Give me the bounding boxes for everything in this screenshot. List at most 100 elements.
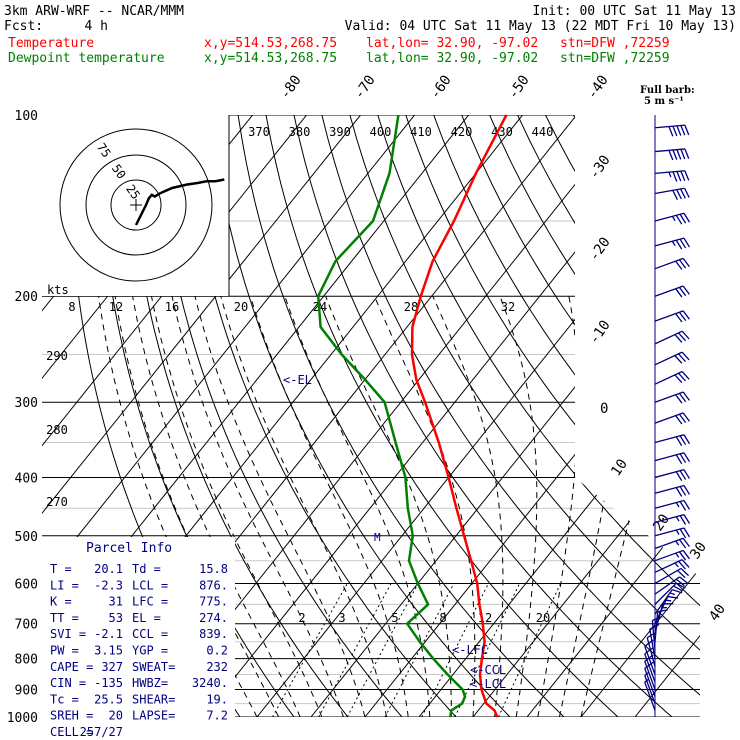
wind-barb xyxy=(654,187,690,200)
moist-adiabat xyxy=(499,296,538,717)
wind-barb xyxy=(644,639,656,675)
dry-adiabat xyxy=(181,115,457,717)
dry-adiabat xyxy=(125,115,349,717)
barb-full xyxy=(683,500,691,510)
parcel-value: 775. xyxy=(199,595,228,609)
parcel-value: -135 xyxy=(94,676,123,690)
barb-full xyxy=(675,288,683,298)
dry-adiabat xyxy=(713,115,740,717)
parcel-value: 232 xyxy=(206,660,228,674)
hodo-trace xyxy=(134,178,225,226)
barb-staff xyxy=(654,611,659,642)
wind-barb xyxy=(654,412,690,425)
barb-full xyxy=(683,187,690,198)
barb-staff xyxy=(654,412,684,424)
barb-staff xyxy=(654,170,685,174)
barb-staff xyxy=(644,681,656,711)
wind-barb xyxy=(654,609,668,642)
speed-axis-label: 8 xyxy=(68,300,75,314)
mixing-ratio-line xyxy=(346,583,419,717)
dry-adiabat xyxy=(321,115,700,717)
wind-barb xyxy=(654,484,691,497)
barb-full xyxy=(675,487,683,497)
wind-barb xyxy=(654,582,686,605)
parcel-key: TT = xyxy=(50,611,79,625)
isotherm-label: 40 xyxy=(706,601,729,624)
moist-adiabat xyxy=(325,296,452,717)
barb-full xyxy=(675,436,683,447)
barb-full xyxy=(672,190,678,200)
pressure-label: 100 xyxy=(15,109,38,124)
barb-full xyxy=(680,170,686,182)
model-title: 3km ARW-WRF -- NCAR/MMM xyxy=(4,4,184,19)
theta-label: 390 xyxy=(329,125,351,139)
moist-adiabat xyxy=(171,296,344,717)
wind-barb xyxy=(644,647,656,683)
wind-barb xyxy=(654,434,691,447)
barb-half xyxy=(674,562,679,568)
pressure-label: 500 xyxy=(15,530,38,545)
temperature-profile xyxy=(410,114,508,718)
parcel-value: 839. xyxy=(199,627,228,641)
barb-full xyxy=(678,332,686,342)
hodo-ring-label: 25 xyxy=(123,182,143,202)
dry-adiabat xyxy=(349,115,700,717)
hodo-kts-label: kts xyxy=(47,283,69,297)
level-marker: <-LFC xyxy=(452,643,488,657)
barb-full xyxy=(681,371,690,380)
barb-staff xyxy=(654,469,685,479)
barb-staff xyxy=(654,391,684,403)
barb-full xyxy=(683,514,691,524)
parcel-value: 876. xyxy=(199,578,228,592)
isotherm-line xyxy=(526,115,700,717)
parcel-value: 274. xyxy=(199,611,228,625)
barb-full xyxy=(675,214,683,225)
speed-axis-label: 20 xyxy=(234,300,248,314)
barb-full xyxy=(681,559,690,568)
parcel-value: 0.2 xyxy=(206,644,228,658)
barb-staff xyxy=(654,310,684,322)
parcel-key: LFC = xyxy=(132,595,168,609)
barb-full xyxy=(644,661,654,669)
barb-full xyxy=(674,374,683,384)
wind-barb xyxy=(654,257,690,270)
barb-staff xyxy=(654,559,683,573)
dew-xy: x,y=514.53,268.75 xyxy=(204,51,337,66)
wind-barb xyxy=(654,370,690,385)
barb-full xyxy=(668,126,674,137)
parcel-value: -2.3 xyxy=(94,578,123,592)
pressure-label: 200 xyxy=(15,290,38,305)
barb-half xyxy=(644,671,650,676)
barb-half xyxy=(665,599,672,602)
barb-staff xyxy=(644,653,656,683)
moist-adiabat xyxy=(284,296,431,717)
pressure-label: 400 xyxy=(15,471,38,486)
wind-barb xyxy=(644,661,656,697)
parcel-value: 20.1 xyxy=(94,562,123,576)
barb-full xyxy=(679,501,687,511)
barb-full xyxy=(682,537,690,548)
wind-barb xyxy=(654,148,690,161)
dry-adiabat xyxy=(153,115,403,717)
barb-full xyxy=(680,188,686,199)
isotherm-line xyxy=(310,115,700,717)
isotherm-label: -80 xyxy=(277,72,305,102)
wind-barb xyxy=(654,537,690,550)
barb-staff xyxy=(654,567,682,585)
dew-latlon: lat,lon= 32.90, -97.02 xyxy=(366,51,538,66)
barb-full xyxy=(675,260,683,270)
pressure-marker: M xyxy=(374,531,381,544)
barb-staff xyxy=(654,187,685,195)
barb-full xyxy=(676,171,682,182)
dry-adiabat xyxy=(405,115,700,717)
parcel-key: Tc = xyxy=(50,692,79,706)
theta-label-low: 270 xyxy=(46,495,68,509)
barb-staff xyxy=(644,661,656,690)
mixing-ratio-label: 2 xyxy=(298,611,305,625)
barb-full xyxy=(683,237,691,248)
barb-full xyxy=(684,170,690,181)
dew-label: Dewpoint temperature xyxy=(8,51,165,66)
pressure-label: 1000 xyxy=(7,711,38,726)
hodo-ring xyxy=(59,128,213,282)
